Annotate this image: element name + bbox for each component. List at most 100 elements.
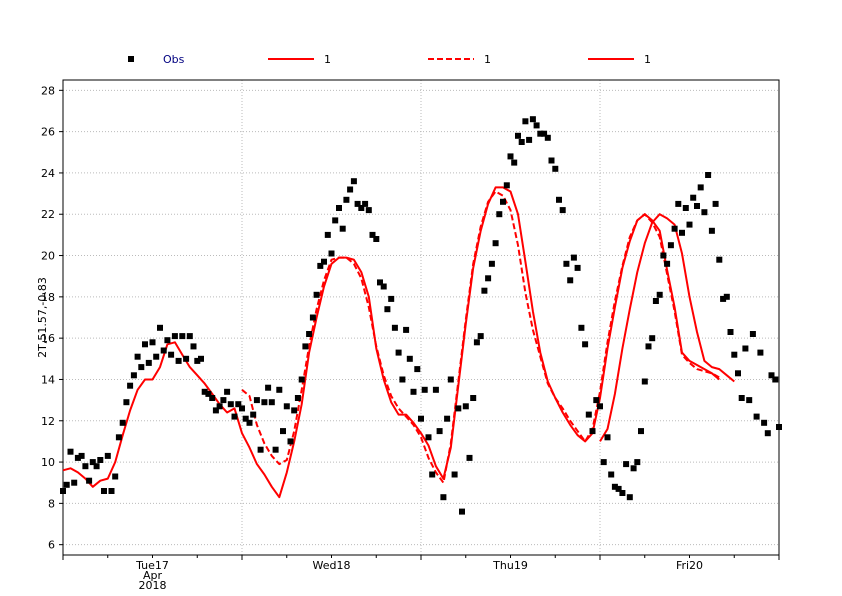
obs-point bbox=[395, 349, 402, 356]
obs-point bbox=[354, 200, 361, 207]
obs-point bbox=[664, 260, 671, 267]
obs-point bbox=[82, 463, 89, 470]
obs-point bbox=[559, 207, 566, 214]
obs-point bbox=[171, 333, 178, 340]
legend-item: 1 bbox=[428, 53, 491, 66]
obs-point bbox=[157, 324, 163, 331]
obs-point bbox=[582, 341, 589, 348]
obs-point bbox=[727, 329, 734, 335]
obs-point bbox=[425, 434, 432, 441]
obs-point bbox=[369, 231, 376, 238]
obs-point bbox=[183, 355, 190, 362]
obs-point bbox=[377, 279, 383, 286]
obs-point bbox=[421, 386, 428, 393]
legend-marker bbox=[128, 56, 134, 62]
obs-point bbox=[716, 256, 723, 263]
obs-point bbox=[283, 403, 290, 410]
obs-point bbox=[675, 200, 682, 207]
y-tick-label: 22 bbox=[41, 208, 55, 221]
obs-point bbox=[127, 382, 134, 389]
obs-point bbox=[444, 415, 451, 422]
obs-point bbox=[701, 209, 708, 216]
obs-point bbox=[391, 324, 398, 331]
series-layer bbox=[62, 186, 735, 499]
x-tick-label: Fri20 bbox=[676, 559, 703, 572]
obs-point bbox=[324, 231, 331, 238]
obs-point bbox=[567, 277, 574, 284]
obs-point bbox=[548, 157, 555, 164]
obs-point bbox=[440, 494, 447, 501]
x-tick-label: Thu19 bbox=[492, 559, 528, 572]
obs-point bbox=[432, 386, 439, 393]
y-tick-label: 28 bbox=[41, 84, 55, 97]
y-tick-label: 16 bbox=[41, 332, 55, 345]
obs-point bbox=[216, 403, 223, 410]
obs-point bbox=[362, 200, 369, 207]
obs-point bbox=[477, 333, 484, 340]
obs-point bbox=[705, 172, 712, 178]
obs-point bbox=[757, 349, 764, 356]
obs-point bbox=[544, 134, 551, 141]
obs-point bbox=[455, 405, 462, 412]
obs-point bbox=[690, 194, 697, 201]
legend-item: Obs bbox=[128, 53, 185, 66]
obs-point bbox=[239, 405, 245, 412]
obs-point bbox=[328, 250, 335, 257]
obs-point bbox=[682, 205, 689, 211]
obs-point bbox=[112, 473, 119, 480]
obs-point bbox=[71, 479, 78, 486]
legend-label: 1 bbox=[644, 53, 651, 66]
obs-point bbox=[123, 399, 130, 406]
legend-label: Obs bbox=[163, 53, 185, 66]
obs-point bbox=[235, 401, 242, 408]
obs-point bbox=[578, 324, 585, 331]
obs-point bbox=[101, 488, 107, 494]
obs-point bbox=[272, 446, 279, 453]
obs-point bbox=[343, 196, 350, 203]
obs-point bbox=[541, 130, 548, 137]
obs-point bbox=[115, 434, 122, 441]
legend-item: 1 bbox=[268, 53, 331, 66]
obs-point bbox=[507, 153, 514, 160]
obs-point bbox=[414, 366, 421, 373]
obs-point bbox=[380, 283, 387, 290]
series-line-1 bbox=[62, 186, 720, 499]
obs-point bbox=[78, 452, 85, 459]
obs-point bbox=[175, 357, 182, 364]
obs-point bbox=[212, 407, 219, 414]
obs-point bbox=[198, 355, 204, 362]
obs-point bbox=[686, 221, 693, 228]
obs-point bbox=[649, 335, 656, 342]
obs-point bbox=[145, 359, 152, 366]
obs-point bbox=[190, 343, 197, 350]
legend-label: 1 bbox=[484, 53, 491, 66]
obs-point bbox=[242, 415, 249, 422]
obs-point bbox=[280, 428, 286, 435]
obs-point bbox=[60, 488, 66, 494]
obs-point bbox=[459, 508, 465, 515]
obs-point bbox=[179, 333, 186, 340]
obs-point bbox=[265, 384, 272, 391]
y-tick-label: 10 bbox=[41, 456, 55, 469]
series-line-2 bbox=[241, 190, 720, 484]
obs-point bbox=[227, 401, 234, 408]
obs-point bbox=[350, 178, 357, 185]
obs-point bbox=[462, 403, 469, 410]
obs-point bbox=[403, 326, 410, 333]
obs-point bbox=[130, 372, 137, 379]
obs-point bbox=[768, 372, 775, 379]
obs-point bbox=[570, 254, 577, 261]
obs-point bbox=[93, 463, 100, 470]
x-tick-label: 2018 bbox=[139, 579, 167, 592]
obs-point bbox=[399, 376, 406, 383]
obs-point bbox=[611, 483, 618, 490]
obs-point bbox=[623, 461, 630, 468]
obs-point bbox=[321, 258, 327, 265]
y-tick-label: 6 bbox=[48, 539, 55, 552]
obs-point bbox=[373, 236, 380, 242]
obs-point bbox=[119, 419, 126, 426]
obs-point bbox=[481, 287, 488, 294]
obs-point bbox=[302, 343, 309, 350]
obs-point bbox=[138, 364, 145, 371]
obs-point bbox=[436, 428, 443, 435]
